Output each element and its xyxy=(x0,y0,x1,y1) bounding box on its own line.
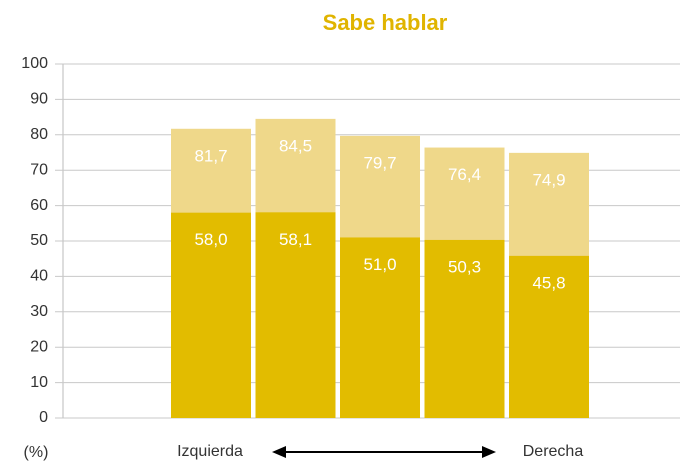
value-label: 51,0 xyxy=(363,255,396,274)
value-label: 50,3 xyxy=(448,257,481,276)
value-label: 58,0 xyxy=(194,230,227,249)
bar xyxy=(171,212,251,418)
y-tick-label: 90 xyxy=(30,91,48,108)
y-unit-label: (%) xyxy=(24,444,49,461)
value-label: 74,9 xyxy=(532,170,565,189)
value-label: 79,7 xyxy=(363,153,396,172)
direction-arrow xyxy=(272,446,496,458)
value-label: 58,1 xyxy=(279,230,312,249)
value-label: 81,7 xyxy=(194,146,227,165)
value-label: 84,5 xyxy=(279,136,312,155)
x-right-label: Derecha xyxy=(523,443,584,460)
bar xyxy=(255,212,336,418)
x-left-label: Izquierda xyxy=(177,443,243,460)
chart-title: Sabe hablar xyxy=(323,10,448,35)
bar xyxy=(340,237,420,418)
y-tick-label: 40 xyxy=(30,268,48,285)
y-tick-label: 0 xyxy=(39,409,48,426)
y-tick-label: 10 xyxy=(30,374,48,391)
y-tick-label: 70 xyxy=(30,161,48,178)
y-tick-label: 30 xyxy=(30,303,48,320)
value-label: 76,4 xyxy=(448,165,481,184)
value-label: 45,8 xyxy=(532,273,565,292)
y-tick-label: 20 xyxy=(30,338,48,355)
y-tick-label: 50 xyxy=(30,232,48,249)
y-tick-label: 100 xyxy=(21,55,48,72)
y-tick-label: 80 xyxy=(30,126,48,143)
bar xyxy=(509,255,589,418)
y-tick-label: 60 xyxy=(30,197,48,214)
bar xyxy=(424,239,505,418)
